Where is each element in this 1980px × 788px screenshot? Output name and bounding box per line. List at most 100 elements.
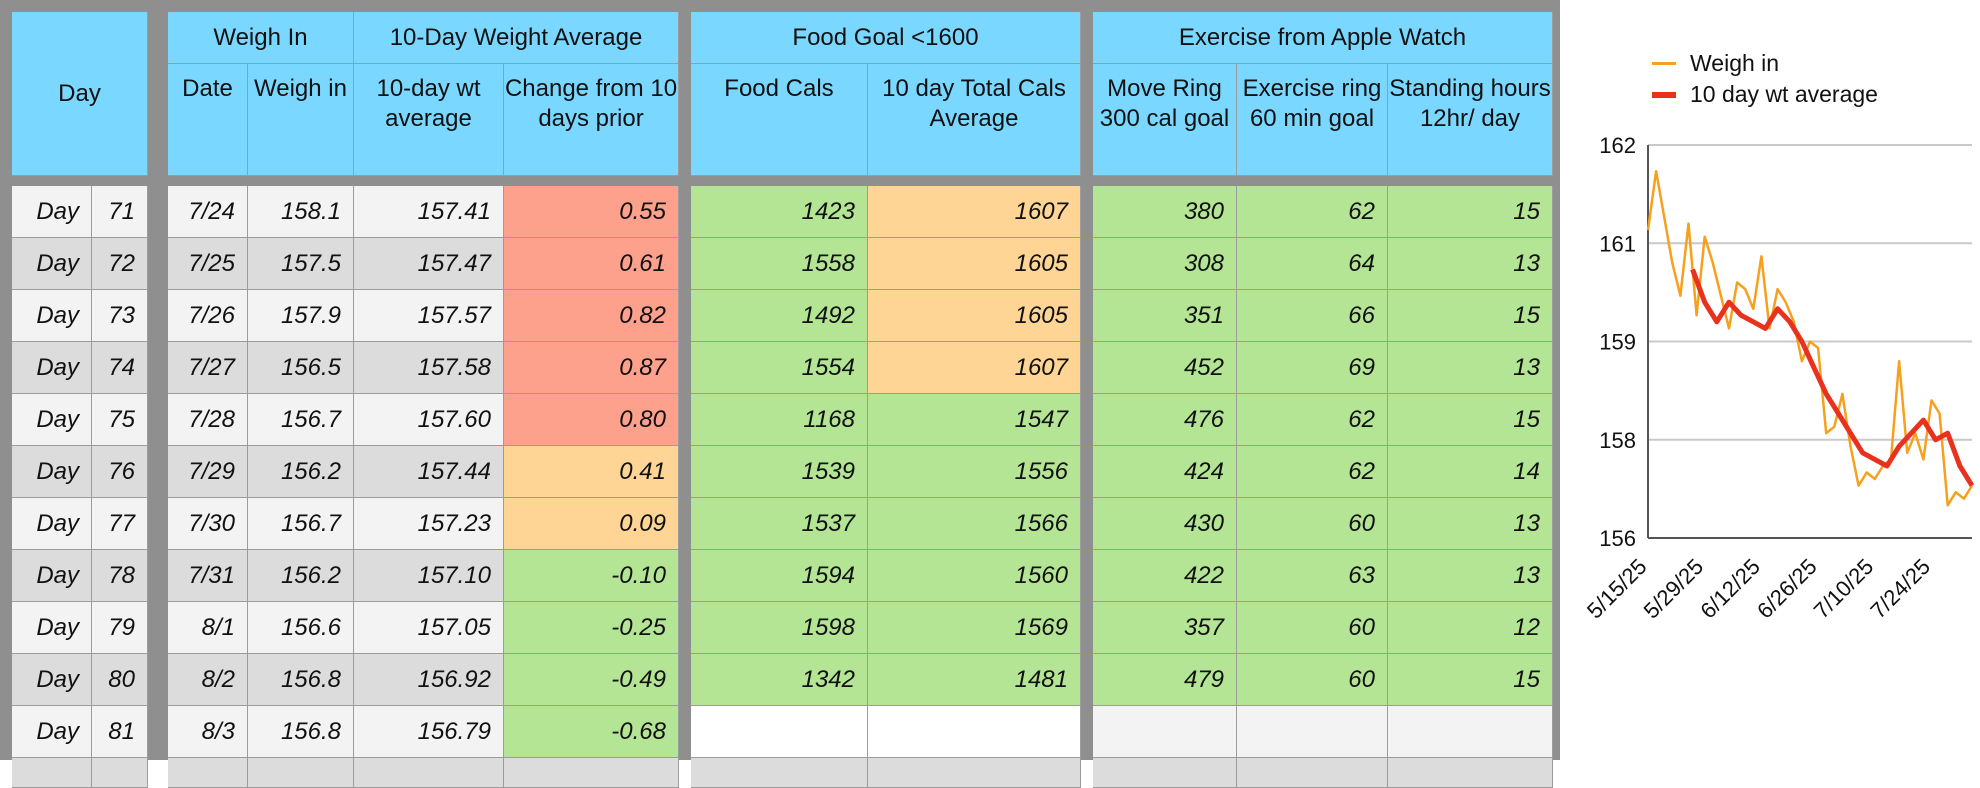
standing-hours-cell xyxy=(1388,706,1553,758)
total-cals-average-cell: 1607 xyxy=(868,186,1081,238)
day-label: Day xyxy=(12,654,92,706)
spreadsheet: Day Weigh In 10-Day Weight Average Food Goa… xyxy=(0,0,1560,788)
exercise-ring-cell: 62 xyxy=(1237,186,1388,238)
partial-row-cell xyxy=(354,758,504,788)
total-cals-average-cell: 1547 xyxy=(868,394,1081,446)
standing-hours-cell: 13 xyxy=(1388,498,1553,550)
partial-row-cell xyxy=(504,758,679,788)
partial-row-cell xyxy=(868,758,1081,788)
exercise-ring-cell: 66 xyxy=(1237,290,1388,342)
average-cell: 157.44 xyxy=(354,446,504,498)
average-cell: 156.79 xyxy=(354,706,504,758)
legend-weigh-in: Weigh in xyxy=(1652,50,1779,77)
weight-chart: Weigh in 10 day wt average 156 158 159 161 1… xyxy=(1560,0,1980,760)
average-cell: 157.05 xyxy=(354,602,504,654)
day-label: Day xyxy=(12,498,92,550)
day-label: Day xyxy=(12,706,92,758)
change-cell: 0.41 xyxy=(504,446,679,498)
change-cell: 0.80 xyxy=(504,394,679,446)
standing-hours-cell: 13 xyxy=(1388,238,1553,290)
food-cals-cell: 1168 xyxy=(691,394,868,446)
weigh-in-cell: 156.7 xyxy=(248,394,354,446)
legend-avg-swatch xyxy=(1652,91,1676,98)
day-number: 76 xyxy=(92,446,148,498)
y-tick-label: 161 xyxy=(1599,231,1636,256)
y-tick-label: 156 xyxy=(1599,526,1636,551)
partial-row-cell xyxy=(1093,758,1237,788)
total-cals-average-cell: 1560 xyxy=(868,550,1081,602)
day-label: Day xyxy=(12,186,92,238)
average-cell: 156.92 xyxy=(354,654,504,706)
date-cell: 7/31 xyxy=(168,550,248,602)
date-cell: 7/29 xyxy=(168,446,248,498)
change-cell: -0.25 xyxy=(504,602,679,654)
exercise-ring-cell: 64 xyxy=(1237,238,1388,290)
column-header-standing-hours: Standing hours 12hr/ day xyxy=(1388,64,1553,176)
change-cell: -0.49 xyxy=(504,654,679,706)
date-cell: 8/1 xyxy=(168,602,248,654)
y-tick-label: 159 xyxy=(1599,330,1636,355)
day-label: Day xyxy=(12,290,92,342)
exercise-ring-cell: 62 xyxy=(1237,446,1388,498)
column-header-10-day-average: 10-day wt average xyxy=(354,64,504,176)
y-tick-label: 162 xyxy=(1599,133,1636,158)
legend-weigh-in-label: Weigh in xyxy=(1690,50,1780,76)
weigh-in-cell: 156.8 xyxy=(248,706,354,758)
average-cell: 157.23 xyxy=(354,498,504,550)
average-cell: 157.58 xyxy=(354,342,504,394)
total-cals-average-cell: 1566 xyxy=(868,498,1081,550)
move-ring-cell: 452 xyxy=(1093,342,1237,394)
move-ring-cell: 422 xyxy=(1093,550,1237,602)
average-cell: 157.57 xyxy=(354,290,504,342)
day-label: Day xyxy=(12,446,92,498)
date-cell: 7/24 xyxy=(168,186,248,238)
average-cell: 157.47 xyxy=(354,238,504,290)
date-cell: 8/2 xyxy=(168,654,248,706)
change-cell: 0.61 xyxy=(504,238,679,290)
food-cals-cell: 1539 xyxy=(691,446,868,498)
move-ring-cell xyxy=(1093,706,1237,758)
date-cell: 7/27 xyxy=(168,342,248,394)
column-header-move-ring: Move Ring 300 cal goal xyxy=(1093,64,1237,176)
day-number: 78 xyxy=(92,550,148,602)
move-ring-cell: 476 xyxy=(1093,394,1237,446)
x-tick-label: 5/15/25 xyxy=(1582,554,1652,624)
weigh-in-cell: 156.5 xyxy=(248,342,354,394)
food-cals-cell: 1558 xyxy=(691,238,868,290)
weigh-in-cell: 156.2 xyxy=(248,446,354,498)
food-cals-cell: 1423 xyxy=(691,186,868,238)
day-label: Day xyxy=(12,238,92,290)
standing-hours-cell: 15 xyxy=(1388,290,1553,342)
x-tick-label: 5/29/25 xyxy=(1639,554,1709,624)
day-number: 80 xyxy=(92,654,148,706)
average-cell: 157.41 xyxy=(354,186,504,238)
date-cell: 7/30 xyxy=(168,498,248,550)
weigh-in-cell: 157.9 xyxy=(248,290,354,342)
day-number: 77 xyxy=(92,498,148,550)
exercise-ring-cell: 63 xyxy=(1237,550,1388,602)
standing-hours-cell: 15 xyxy=(1388,394,1553,446)
average-cell: 157.10 xyxy=(354,550,504,602)
partial-row-cell xyxy=(168,758,248,788)
total-cals-average-cell xyxy=(868,706,1081,758)
column-header-food-cals: Food Cals xyxy=(691,64,868,176)
day-number: 73 xyxy=(92,290,148,342)
food-cals-cell: 1554 xyxy=(691,342,868,394)
total-cals-average-cell: 1481 xyxy=(868,654,1081,706)
food-cals-cell: 1594 xyxy=(691,550,868,602)
food-cals-cell: 1598 xyxy=(691,602,868,654)
change-cell: 0.09 xyxy=(504,498,679,550)
partial-row-cell xyxy=(691,758,868,788)
move-ring-cell: 308 xyxy=(1093,238,1237,290)
date-cell: 7/28 xyxy=(168,394,248,446)
day-label: Day xyxy=(12,342,92,394)
x-tick-label: 7/24/25 xyxy=(1865,554,1935,624)
date-cell: 7/25 xyxy=(168,238,248,290)
move-ring-cell: 424 xyxy=(1093,446,1237,498)
day-number: 79 xyxy=(92,602,148,654)
total-cals-average-cell: 1556 xyxy=(868,446,1081,498)
standing-hours-cell: 13 xyxy=(1388,550,1553,602)
total-cals-average-cell: 1605 xyxy=(868,290,1081,342)
header-group-food-goal: Food Goal <1600 xyxy=(691,12,1081,64)
move-ring-cell: 380 xyxy=(1093,186,1237,238)
